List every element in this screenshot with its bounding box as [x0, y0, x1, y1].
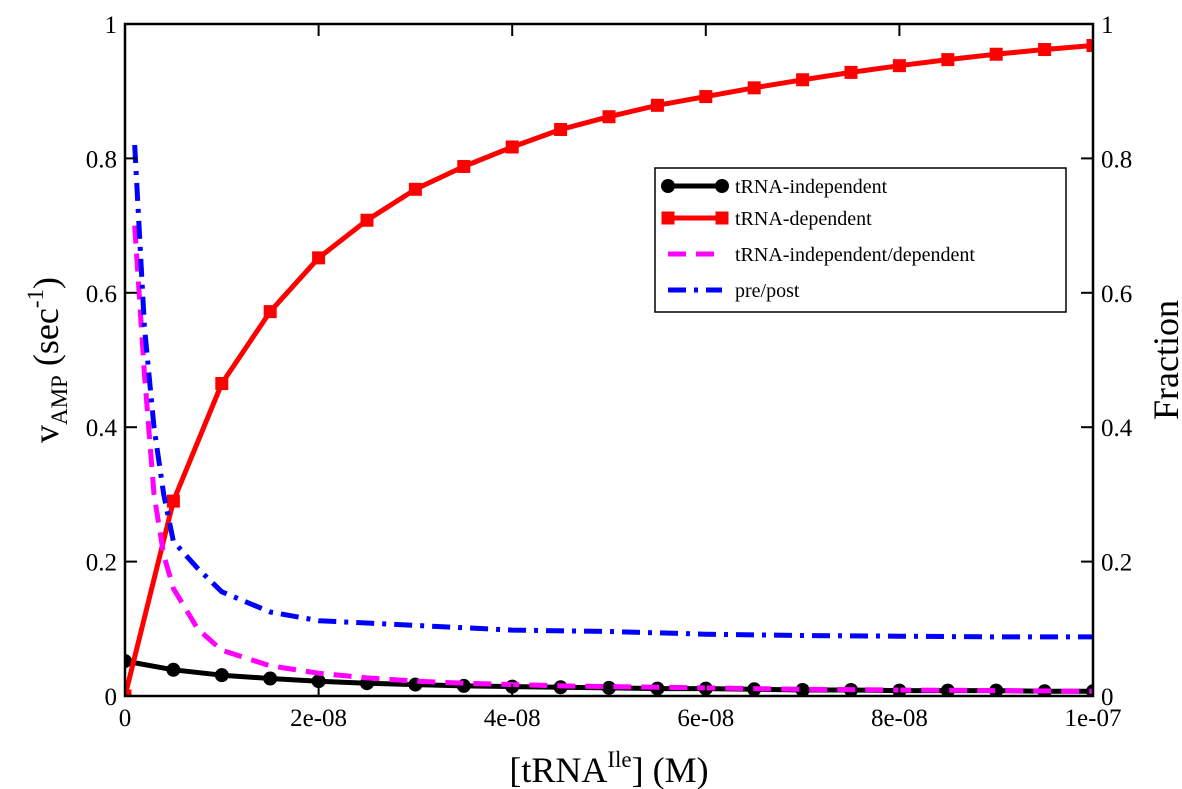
- series-2-point: [602, 110, 616, 124]
- legend-label-4: pre/post: [735, 280, 800, 302]
- y-tick-left-label: 0.2: [86, 550, 117, 577]
- series-line-4: [132, 144, 1093, 640]
- y-tick-right-label: 0.8: [1101, 146, 1132, 173]
- legend-marker-2: [715, 211, 729, 225]
- series-2-point: [941, 53, 955, 67]
- y-axis-right-title: Fraction: [1146, 300, 1182, 420]
- legend-marker-2: [661, 211, 675, 225]
- x-axis-title: [tRNAIle] (M): [509, 747, 708, 789]
- y-tick-left-label: 1: [105, 12, 118, 39]
- series-2-point: [215, 377, 229, 391]
- series-2-point: [699, 90, 713, 104]
- x-tick-label: 6e-08: [677, 705, 734, 732]
- y-axis-left-title-sup: -1: [23, 289, 48, 308]
- series-1-point: [166, 662, 181, 677]
- series-2-point: [125, 689, 132, 696]
- legend: tRNA-independent tRNA-dependent tRNA-indep…: [654, 167, 1067, 313]
- y-axis-left-title: vAMP (sec-1): [23, 277, 72, 443]
- x-tick-label: 1e-07: [1065, 705, 1122, 732]
- x-axis-title-sup: Ile: [607, 747, 631, 772]
- series-2-point: [1086, 39, 1093, 53]
- y-axis-left-title-close: ): [26, 277, 66, 289]
- legend-label-3: tRNA-independent/dependent: [735, 244, 975, 266]
- legend-marker-1: [661, 179, 675, 193]
- y-axis-left-title-main: v: [26, 425, 66, 443]
- series-1-point: [940, 683, 955, 696]
- y-tick-right-label: 1: [1101, 12, 1114, 39]
- y-tick-left-label: 0.4: [86, 415, 118, 442]
- series-2-point: [554, 123, 568, 137]
- series-2-point: [505, 140, 519, 154]
- series-line-2: [125, 43, 1093, 696]
- x-tick-label: 2e-08: [290, 705, 347, 732]
- x-tick-label: 4e-08: [484, 705, 541, 732]
- y-tick-right-label: 0.2: [1101, 550, 1132, 577]
- series-2-point: [747, 81, 761, 95]
- series-1-point: [263, 671, 278, 686]
- series-1-point: [795, 682, 810, 696]
- y-tick-right-label: 0.6: [1101, 281, 1132, 308]
- y-tick-right-label: 0.4: [1101, 415, 1133, 442]
- legend-label-1: tRNA-independent: [735, 176, 888, 198]
- x-tick-label: 0: [119, 705, 132, 732]
- series-1-point: [214, 668, 229, 683]
- series-2-point: [408, 182, 422, 196]
- series-2-point: [1038, 43, 1052, 57]
- legend-marker-1: [715, 179, 729, 193]
- x-axis-title-open: [tRNA: [509, 750, 607, 789]
- x-axis-title-close: ] (M): [632, 750, 709, 789]
- y-tick-right-label: 0: [1101, 684, 1114, 711]
- legend-label-2: tRNA-dependent: [735, 208, 872, 230]
- series-2-point: [312, 251, 326, 265]
- y-axis-left-title-rest: (sec: [26, 308, 66, 375]
- series-line-3: [132, 225, 1093, 694]
- legend-items: tRNA-independent tRNA-dependent tRNA-indep…: [661, 176, 975, 302]
- series-2-point: [457, 159, 471, 173]
- y-tick-left-label: 0.8: [86, 146, 117, 173]
- series-2-point: [844, 65, 858, 79]
- series-2-point: [796, 73, 810, 87]
- series-2-point: [166, 494, 180, 508]
- x-tick-label: 8e-08: [871, 705, 928, 732]
- series-2-point: [989, 47, 1003, 61]
- tick-layer: 0 2e-08 4e-08 6e-08 8e-08 1e-0700.20.40.60.81…: [86, 12, 1133, 732]
- y-tick-left-label: 0.6: [86, 281, 117, 308]
- series-1-point: [602, 680, 616, 695]
- y-tick-left-label: 0: [105, 684, 118, 711]
- y-axis-left-title-sub: AMP: [47, 375, 72, 425]
- series-2-point: [360, 213, 374, 227]
- series-2-point: [263, 305, 277, 319]
- series-layer: [125, 39, 1093, 696]
- series-2-point: [650, 98, 664, 112]
- plot-frame: [123, 22, 1095, 698]
- series-1-point: [311, 674, 326, 689]
- series-2-point: [892, 59, 906, 73]
